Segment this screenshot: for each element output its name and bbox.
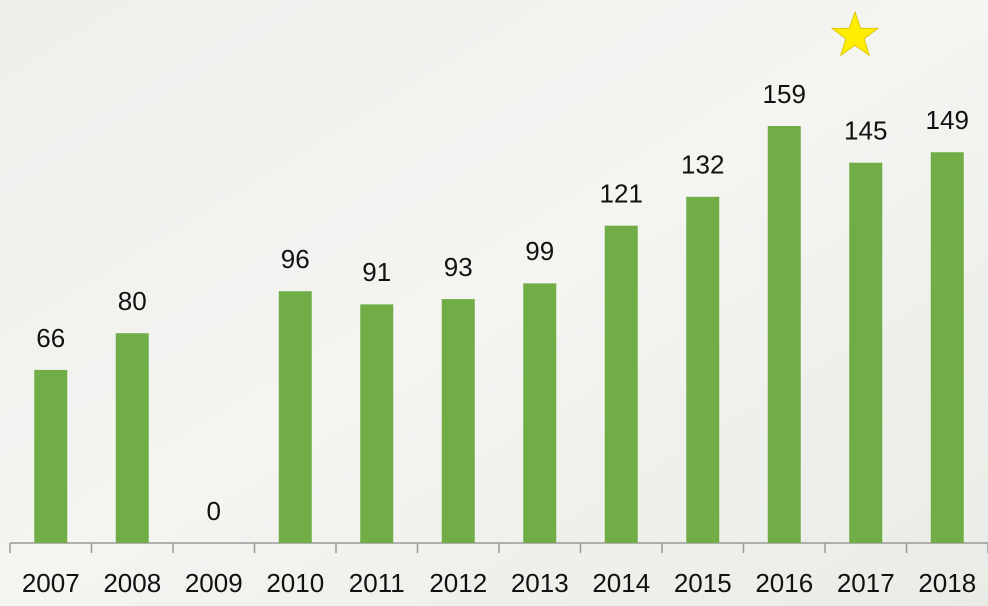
x-tick-label: 2015 <box>674 568 732 598</box>
x-tick-label: 2014 <box>592 568 650 598</box>
bar <box>115 333 149 543</box>
x-tick-label: 2010 <box>266 568 324 598</box>
x-tick-label: 2013 <box>511 568 569 598</box>
x-tick-label: 2016 <box>755 568 813 598</box>
data-label: 91 <box>362 257 391 287</box>
x-tick-label: 2012 <box>429 568 487 598</box>
x-tick-label: 2011 <box>349 568 405 598</box>
bar <box>360 304 394 543</box>
data-label: 93 <box>444 252 473 282</box>
x-tick-label: 2007 <box>22 568 80 598</box>
bar <box>849 162 883 543</box>
data-label: 159 <box>763 79 806 109</box>
data-label: 66 <box>36 323 65 353</box>
data-label: 99 <box>525 236 554 266</box>
x-tick-label: 2008 <box>103 568 161 598</box>
data-label: 145 <box>844 116 887 146</box>
data-label: 0 <box>207 496 221 526</box>
x-tick-label: 2018 <box>918 568 976 598</box>
star <box>830 10 880 57</box>
data-label: 149 <box>926 105 969 135</box>
bar <box>278 291 312 543</box>
data-label: 121 <box>600 179 643 209</box>
bar <box>686 196 720 543</box>
data-label: 132 <box>681 150 724 180</box>
bar <box>523 283 557 543</box>
bar <box>767 126 801 543</box>
x-tick-label: 2017 <box>837 568 895 598</box>
data-label: 80 <box>118 286 147 316</box>
bar <box>604 225 638 543</box>
x-tick-label: 2009 <box>185 568 243 598</box>
bar <box>441 299 475 543</box>
bar <box>930 152 964 543</box>
bar <box>34 369 68 543</box>
data-label: 96 <box>281 244 310 274</box>
